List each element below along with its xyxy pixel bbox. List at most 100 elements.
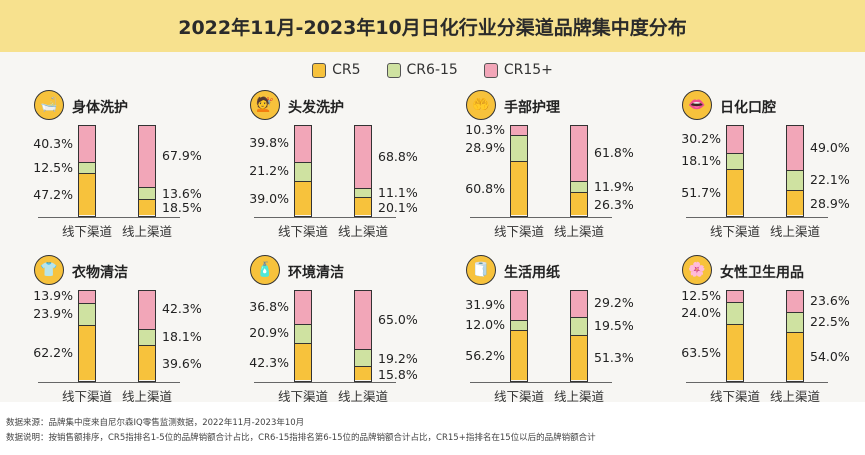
data-label: 42.3%	[162, 301, 202, 317]
category-label: 线下渠道	[709, 224, 760, 239]
data-label: 60.8%	[465, 181, 505, 197]
data-label: 18.5%	[162, 200, 202, 216]
category-label: 线上渠道	[121, 389, 172, 404]
legend-item-cr5: CR5	[312, 62, 361, 78]
data-label: 22.5%	[810, 313, 850, 329]
bar-segment-cr6-15	[727, 152, 743, 170]
data-label: 20.9%	[249, 325, 289, 341]
bar-segment-cr6-15	[355, 187, 371, 198]
chart-panel: 👕 衣物清洁 62.2% 23.9% 13.9% 线下渠道 39.6% 18.1% 42.3% 线…	[0, 255, 216, 415]
data-label: 47.2%	[33, 187, 73, 203]
bar-segment-cr6-15	[511, 135, 527, 162]
bar-segment-cr15plus	[79, 291, 95, 304]
bar-segment-cr15plus	[79, 126, 95, 163]
panel-title: 头发洗护	[288, 100, 344, 116]
data-label: 22.1%	[810, 172, 850, 188]
laundry-icon: 👕	[34, 255, 64, 285]
category-label: 线下渠道	[61, 389, 112, 404]
offline-bar	[510, 125, 528, 217]
bar-segment-cr15plus	[727, 291, 743, 303]
bar-segment-cr5	[787, 332, 803, 381]
bar-segment-cr15plus	[571, 291, 587, 318]
hand-care-icon: 🤲	[466, 90, 496, 120]
bar-segment-cr5	[787, 189, 803, 216]
data-label: 29.2%	[594, 295, 634, 311]
category-label: 线下渠道	[493, 389, 544, 404]
offline-bar	[294, 125, 312, 217]
online-bar	[786, 290, 804, 382]
panel-title: 环境清洁	[288, 265, 344, 281]
panel-title: 手部护理	[504, 100, 560, 116]
bar-segment-cr6-15	[79, 303, 95, 325]
bar-segment-cr5	[295, 342, 311, 381]
panel-title: 日化口腔	[720, 100, 776, 116]
data-label: 40.3%	[33, 135, 73, 151]
category-label: 线下渠道	[493, 224, 544, 239]
offline-bar	[726, 125, 744, 217]
bar-segment-cr5	[571, 334, 587, 381]
data-label: 12.5%	[33, 159, 73, 175]
chart-panel: 🛁 身体洗护 47.2% 12.5% 40.3% 线下渠道 18.5% 13.6% 67.9% 线…	[0, 90, 216, 250]
data-label: 19.2%	[378, 350, 418, 366]
x-axis	[38, 217, 180, 218]
chart-panel: 🤲 手部护理 60.8% 28.9% 10.3% 线下渠道 26.3% 11.9% 61.8% 线…	[432, 90, 648, 250]
bar-segment-cr5	[727, 323, 743, 381]
legend-item-cr6-15: CR6-15	[386, 62, 458, 78]
hair-care-icon: 💇	[250, 90, 280, 120]
panel-title: 身体洗护	[72, 100, 128, 116]
data-label: 54.0%	[810, 349, 850, 365]
chart-panel: 🌸 女性卫生用品 63.5% 24.0% 12.5% 线下渠道 54.0% 22.5% 23.6…	[648, 255, 864, 415]
data-label: 39.6%	[162, 355, 202, 371]
bar-segment-cr6-15	[295, 323, 311, 343]
data-label: 65.0%	[378, 311, 418, 327]
category-label: 线下渠道	[61, 224, 112, 239]
bar-segment-cr15plus	[787, 126, 803, 170]
x-axis	[686, 382, 828, 383]
online-bar	[354, 290, 372, 382]
chart-panel: 🧻 生活用纸 56.2% 12.0% 31.9% 线下渠道 51.3% 19.5% 29.2% 线…	[432, 255, 648, 415]
footer-source: 数据来源：品牌集中度来自尼尔森IQ零售监测数据，2022年11月-2023年10…	[6, 418, 305, 428]
bar-segment-cr15plus	[511, 291, 527, 320]
category-label: 线上渠道	[121, 224, 172, 239]
panel-title: 女性卫生用品	[720, 265, 804, 281]
bar-segment-cr15plus	[139, 126, 155, 187]
data-label: 61.8%	[594, 145, 634, 161]
online-bar	[786, 125, 804, 217]
x-axis	[254, 217, 396, 218]
data-label: 24.0%	[681, 304, 721, 320]
bar-segment-cr5	[355, 197, 371, 216]
chart-panel: 💇 头发洗护 39.0% 21.2% 39.8% 线下渠道 20.1% 11.1% 68.8% 线…	[216, 90, 432, 250]
x-axis	[470, 382, 612, 383]
bar-segment-cr5	[139, 198, 155, 216]
data-label: 68.8%	[378, 148, 418, 164]
legend-swatch-cr15plus	[483, 62, 498, 78]
title-banner: 2022年11月-2023年10月日化行业分渠道品牌集中度分布	[0, 0, 865, 52]
chart-title: 2022年11月-2023年10月日化行业分渠道品牌集中度分布	[178, 16, 687, 39]
panel-title: 生活用纸	[504, 265, 560, 281]
bar-segment-cr6-15	[787, 312, 803, 333]
panel-title: 衣物清洁	[72, 265, 128, 281]
data-label: 39.0%	[249, 191, 289, 207]
bar-segment-cr6-15	[787, 169, 803, 190]
bar-segment-cr15plus	[355, 291, 371, 350]
data-label: 49.0%	[810, 139, 850, 155]
bar-segment-cr15plus	[787, 291, 803, 313]
bar-segment-cr5	[139, 344, 155, 381]
category-label: 线上渠道	[337, 389, 388, 404]
offline-bar	[78, 290, 96, 382]
data-label: 11.9%	[594, 179, 634, 195]
chart-panel: 🧴 环境清洁 42.3% 20.9% 36.8% 线下渠道 15.8% 19.2% 65.0% 线…	[216, 255, 432, 415]
bar-segment-cr15plus	[139, 291, 155, 329]
bar-segment-cr15plus	[727, 126, 743, 153]
bar-segment-cr5	[511, 161, 527, 216]
category-label: 线下渠道	[709, 389, 760, 404]
bar-segment-cr15plus	[295, 291, 311, 324]
data-label: 18.1%	[162, 329, 202, 345]
data-label: 28.9%	[465, 139, 505, 155]
bar-segment-cr15plus	[355, 126, 371, 188]
bar-segment-cr6-15	[727, 302, 743, 324]
bar-segment-cr5	[355, 366, 371, 381]
bar-segment-cr6-15	[295, 161, 311, 181]
data-label: 56.2%	[465, 348, 505, 364]
offline-bar	[726, 290, 744, 382]
